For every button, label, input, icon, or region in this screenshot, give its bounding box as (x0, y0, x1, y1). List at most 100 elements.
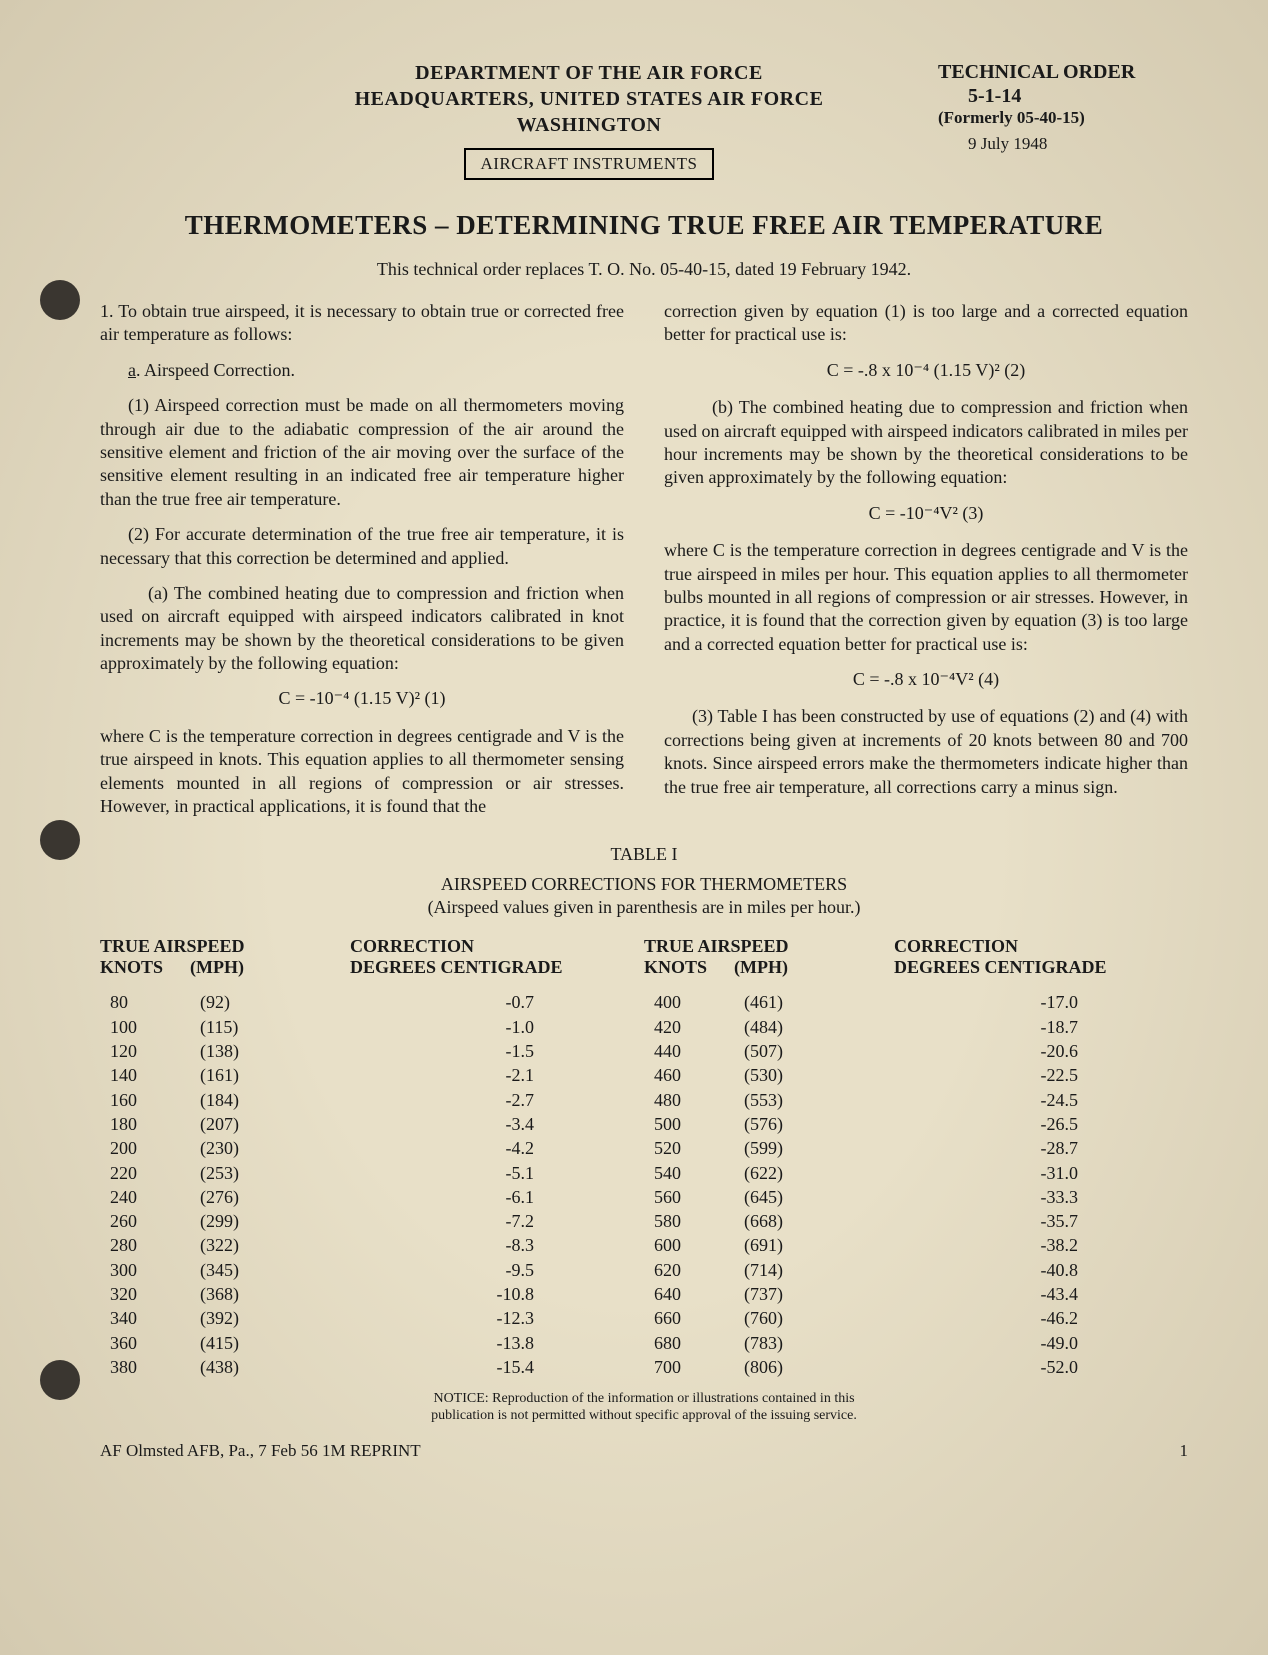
table-header-row: TRUE AIRSPEED KNOTS (MPH) CORRECTION DEG… (100, 936, 644, 978)
table-row: 440(507)-20.6 (644, 1039, 1188, 1063)
page-number: 1 (1180, 1441, 1189, 1461)
th-airspeed: TRUE AIRSPEED KNOTS (MPH) (100, 936, 300, 978)
table-row: 320(368)-10.8 (100, 1282, 644, 1306)
cell-knots: 560 (644, 1185, 744, 1209)
cell-mph: (161) (200, 1063, 310, 1087)
table-row: 80(92)-0.7 (100, 990, 644, 1014)
para-a3: (3) Table I has been constructed by use … (664, 705, 1188, 799)
instruments-box: AIRCRAFT INSTRUMENTS (464, 148, 713, 180)
th-airspeed-label: TRUE AIRSPEED (644, 936, 844, 957)
th-mph: (MPH) (190, 957, 300, 978)
th-mph: (MPH) (734, 957, 844, 978)
cell-knots: 300 (100, 1258, 200, 1282)
cell-correction: -5.1 (310, 1161, 644, 1185)
para-a1: (1) Airspeed correction must be made on … (100, 394, 624, 511)
cell-mph: (299) (200, 1209, 310, 1233)
cell-knots: 700 (644, 1355, 744, 1379)
formerly-number: (Formerly 05-40-15) (938, 108, 1188, 128)
cell-correction: -46.2 (854, 1306, 1188, 1330)
replaces-note: This technical order replaces T. O. No. … (100, 259, 1188, 280)
para-a2: (2) For accurate determination of the tr… (100, 523, 624, 570)
tech-order-label: TECHNICAL ORDER (938, 60, 1188, 85)
cell-mph: (368) (200, 1282, 310, 1306)
dept-line: DEPARTMENT OF THE AIR FORCE (260, 60, 918, 86)
cell-mph: (138) (200, 1039, 310, 1063)
cell-correction: -7.2 (310, 1209, 644, 1233)
table-row: 680(783)-49.0 (644, 1331, 1188, 1355)
table-row: 460(530)-22.5 (644, 1063, 1188, 1087)
cell-mph: (230) (200, 1136, 310, 1160)
table-row: 560(645)-33.3 (644, 1185, 1188, 1209)
table-row: 520(599)-28.7 (644, 1136, 1188, 1160)
table-right-body: 400(461)-17.0420(484)-18.7440(507)-20.64… (644, 990, 1188, 1379)
table-row: 420(484)-18.7 (644, 1015, 1188, 1039)
table-right-half: TRUE AIRSPEED KNOTS (MPH) CORRECTION DEG… (644, 936, 1188, 1379)
para-a2a-cont: where C is the temperature correction in… (100, 725, 624, 819)
table-row: 500(576)-26.5 (644, 1112, 1188, 1136)
th-correction-1: CORRECTION (350, 936, 644, 957)
table-row: 180(207)-3.4 (100, 1112, 644, 1136)
cell-mph: (599) (744, 1136, 854, 1160)
cell-mph: (553) (744, 1088, 854, 1112)
cell-correction: -6.1 (310, 1185, 644, 1209)
cell-knots: 440 (644, 1039, 744, 1063)
para-a: a. Airspeed Correction. (100, 359, 624, 382)
section-a-text: . Airspeed Correction. (136, 360, 295, 380)
para-col2-top: correction given by equation (1) is too … (664, 300, 1188, 347)
cell-mph: (737) (744, 1282, 854, 1306)
cell-mph: (115) (200, 1015, 310, 1039)
cell-mph: (484) (744, 1015, 854, 1039)
notice-line1: NOTICE: Reproduction of the information … (433, 1391, 854, 1406)
cell-correction: -2.7 (310, 1088, 644, 1112)
cell-knots: 460 (644, 1063, 744, 1087)
table-row: 540(622)-31.0 (644, 1161, 1188, 1185)
cell-knots: 120 (100, 1039, 200, 1063)
cell-correction: -1.5 (310, 1039, 644, 1063)
cell-knots: 680 (644, 1331, 744, 1355)
table-row: 340(392)-12.3 (100, 1306, 644, 1330)
equation-3: C = -10⁻⁴V² (3) (664, 502, 1188, 525)
cell-correction: -10.8 (310, 1282, 644, 1306)
page-footer: AF Olmsted AFB, Pa., 7 Feb 56 1M REPRINT… (100, 1441, 1188, 1461)
punch-hole (40, 820, 80, 860)
table-row: 120(138)-1.5 (100, 1039, 644, 1063)
equation-4: C = -.8 x 10⁻⁴V² (4) (664, 668, 1188, 691)
table-row: 620(714)-40.8 (644, 1258, 1188, 1282)
cell-correction: -17.0 (854, 990, 1188, 1014)
table-row: 700(806)-52.0 (644, 1355, 1188, 1379)
cell-correction: -0.7 (310, 990, 644, 1014)
right-column: correction given by equation (1) is too … (664, 300, 1188, 830)
para-1: 1. To obtain true airspeed, it is necess… (100, 300, 624, 347)
th-knots: KNOTS (644, 957, 734, 978)
th-airspeed-label: TRUE AIRSPEED (100, 936, 300, 957)
cell-mph: (207) (200, 1112, 310, 1136)
cell-correction: -12.3 (310, 1306, 644, 1330)
para-a2b: (b) The combined heating due to compress… (664, 396, 1188, 490)
cell-correction: -31.0 (854, 1161, 1188, 1185)
cell-correction: -28.7 (854, 1136, 1188, 1160)
punch-hole (40, 1360, 80, 1400)
cell-correction: -43.4 (854, 1282, 1188, 1306)
cell-mph: (415) (200, 1331, 310, 1355)
data-table: TRUE AIRSPEED KNOTS (MPH) CORRECTION DEG… (100, 936, 1188, 1379)
equation-1: C = -10⁻⁴ (1.15 V)² (1) (100, 687, 624, 710)
table-row: 280(322)-8.3 (100, 1233, 644, 1257)
cell-mph: (714) (744, 1258, 854, 1282)
left-column: 1. To obtain true airspeed, it is necess… (100, 300, 624, 830)
table-row: 380(438)-15.4 (100, 1355, 644, 1379)
section-letter: a (128, 360, 136, 380)
table-row: 200(230)-4.2 (100, 1136, 644, 1160)
cell-mph: (783) (744, 1331, 854, 1355)
cell-correction: -20.6 (854, 1039, 1188, 1063)
table-left-body: 80(92)-0.7100(115)-1.0120(138)-1.5140(16… (100, 990, 644, 1379)
cell-correction: -1.0 (310, 1015, 644, 1039)
cell-correction: -33.3 (854, 1185, 1188, 1209)
cell-knots: 620 (644, 1258, 744, 1282)
cell-knots: 100 (100, 1015, 200, 1039)
cell-mph: (438) (200, 1355, 310, 1379)
dept-line: WASHINGTON (260, 112, 918, 138)
th-airspeed: TRUE AIRSPEED KNOTS (MPH) (644, 936, 844, 978)
cell-correction: -38.2 (854, 1233, 1188, 1257)
cell-correction: -3.4 (310, 1112, 644, 1136)
cell-knots: 640 (644, 1282, 744, 1306)
